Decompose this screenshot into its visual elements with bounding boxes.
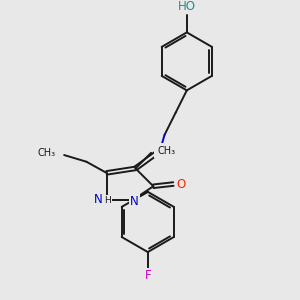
Text: CH₃: CH₃ <box>37 148 55 158</box>
Text: N: N <box>156 144 164 157</box>
Text: H: H <box>104 196 111 205</box>
Text: N: N <box>94 193 103 206</box>
Text: N: N <box>130 195 139 208</box>
Text: O: O <box>177 178 186 190</box>
Text: F: F <box>145 269 151 282</box>
Text: CH₃: CH₃ <box>158 146 176 156</box>
Text: HO: HO <box>178 0 196 13</box>
